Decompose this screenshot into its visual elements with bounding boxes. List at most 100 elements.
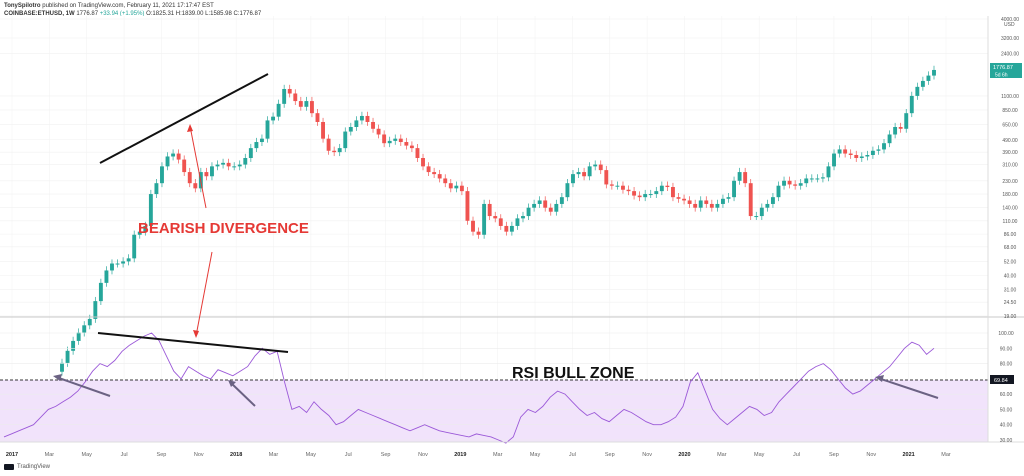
candle <box>210 162 214 181</box>
candle <box>504 221 509 236</box>
candle <box>770 192 775 208</box>
candle <box>493 211 498 223</box>
candle <box>837 145 842 158</box>
candle <box>920 76 925 91</box>
publish-line: TonySpilotro published on TradingView.co… <box>4 2 261 10</box>
candle <box>171 149 176 161</box>
price-tick-label: 490.00 <box>1002 138 1018 144</box>
candle <box>748 179 753 220</box>
candle <box>309 96 314 118</box>
candle <box>432 167 437 179</box>
candle <box>487 199 492 220</box>
time-tick-label: Mar <box>717 452 727 458</box>
rsi-bull-zone-fill <box>0 380 988 442</box>
countdown-label: 5d 6h <box>995 73 1008 79</box>
candle <box>615 181 620 190</box>
candle <box>804 174 809 188</box>
divergence-arrow-up-head <box>187 124 193 132</box>
candle <box>365 111 370 126</box>
candle <box>843 145 848 158</box>
candle <box>793 180 798 190</box>
candle <box>859 152 864 162</box>
author-name[interactable]: TonySpilotro <box>4 3 41 9</box>
candle <box>726 192 731 203</box>
candle <box>932 65 936 80</box>
candle <box>237 160 242 171</box>
candle <box>854 150 859 162</box>
rsi-axis[interactable]: 100.00 90.00 80.00 60.00 50.00 40.00 30.00 <box>998 331 1014 444</box>
rsi-tick-label: 40.00 <box>1000 423 1013 429</box>
time-tick-label: May <box>530 452 541 458</box>
last-price-tag: 1776.87 5d 6h <box>990 63 1022 79</box>
candle <box>271 112 276 125</box>
candle <box>637 191 642 202</box>
candle <box>709 199 714 212</box>
publish-info: published on TradingView.com, February 1… <box>42 3 214 9</box>
candle <box>232 162 237 171</box>
price-tick-label: 24.50 <box>1004 300 1017 306</box>
candle <box>215 160 220 171</box>
candle <box>909 91 914 118</box>
time-tick-label: Mar <box>269 452 279 458</box>
footer: TradingView <box>4 464 50 470</box>
candle <box>832 149 836 171</box>
candle <box>221 158 226 169</box>
candle <box>904 109 909 133</box>
time-tick-label: 2018 <box>230 452 242 458</box>
candle <box>587 162 592 181</box>
candle <box>820 173 825 183</box>
candle <box>398 134 403 146</box>
candle <box>665 181 670 191</box>
candle <box>160 162 164 188</box>
support-arrow-3 <box>875 375 939 399</box>
rsi-tick-label: 60.00 <box>1000 392 1013 398</box>
price-tick-label: 110.00 <box>1003 219 1018 225</box>
candle <box>226 158 231 171</box>
time-tick-label: Jul <box>569 452 576 458</box>
price-tick-label: 2400.00 <box>1001 52 1019 58</box>
candle <box>337 143 342 157</box>
candle <box>465 186 470 225</box>
candles <box>60 65 936 376</box>
time-tick-label: 2019 <box>454 452 466 458</box>
time-tick-label: Sep <box>381 452 391 458</box>
price-tick-label: 1100.00 <box>1001 94 1019 100</box>
candle <box>76 328 81 345</box>
price-pane <box>0 16 988 316</box>
candle <box>787 176 792 189</box>
currency-label: USD <box>1004 22 1015 28</box>
rsi-tick-label: 30.00 <box>1000 438 1013 444</box>
candle <box>643 189 648 202</box>
candle <box>598 160 603 175</box>
price-tick-label: 31.00 <box>1004 287 1017 293</box>
candle <box>82 321 87 337</box>
candle <box>71 336 76 355</box>
last-price: 1776.87 <box>76 11 99 17</box>
candle <box>382 130 387 148</box>
price-tick-label: 40.00 <box>1004 274 1017 280</box>
price-tick-label: 180.00 <box>1002 192 1018 198</box>
candle <box>632 186 637 200</box>
time-tick-label: Mar <box>493 452 503 458</box>
candle <box>426 162 431 177</box>
candle <box>915 82 920 100</box>
candle <box>576 167 581 179</box>
candle <box>248 143 253 162</box>
candle <box>682 194 687 205</box>
rsi-tick-label: 80.00 <box>1000 362 1013 368</box>
candle <box>754 211 759 220</box>
time-axis[interactable]: 2017 Mar May Jul Sep Nov 2018 Mar May Jul Sep Nov 20… <box>6 452 951 458</box>
time-tick-label: 2017 <box>6 452 18 458</box>
candle <box>732 176 736 202</box>
candle <box>143 221 148 236</box>
time-tick-label: Sep <box>829 452 839 458</box>
candle <box>326 134 331 155</box>
candle <box>865 150 870 161</box>
footer-brand[interactable]: TradingView <box>17 464 51 470</box>
candle <box>782 176 786 190</box>
candle <box>582 167 587 181</box>
symbol-label: COINBASE:ETHUSD, 1W <box>4 11 75 17</box>
candle <box>654 186 659 199</box>
price-axis[interactable]: 4000.00 3200.00 2400.00 1100.00 850.00 650.00… <box>1001 17 1019 320</box>
